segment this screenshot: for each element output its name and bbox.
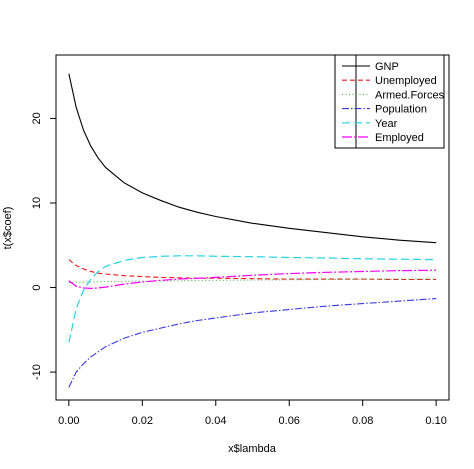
- x-tick-label: 0.04: [205, 415, 226, 427]
- legend-label: Year: [375, 118, 398, 130]
- series-line-gnp: [68, 73, 437, 244]
- series-line-unemployed: [68, 259, 437, 281]
- legend-box: [334, 54, 445, 149]
- legend-label: Armed.Forces: [375, 89, 445, 101]
- series-layer: [68, 73, 437, 388]
- series-line-year: [68, 255, 437, 343]
- series-line-armed-forces: [68, 278, 437, 284]
- y-axis: -10 0 10 20: [31, 112, 56, 380]
- x-axis-label: x$lambda: [228, 443, 277, 455]
- legend-label: Unemployed: [375, 75, 437, 87]
- legend-label: Population: [375, 104, 427, 116]
- x-tick-label: 0.08: [352, 415, 373, 427]
- legend: GNP Unemployed Armed.Forces Population Year E…: [334, 54, 445, 149]
- x-axis: 0.00 0.02 0.04 0.06 0.08 0.10: [58, 400, 447, 427]
- y-tick-label: 0: [31, 284, 43, 290]
- x-tick-label: 0.10: [425, 415, 446, 427]
- x-tick-label: 0.06: [279, 415, 300, 427]
- x-tick-label: 0.02: [132, 415, 153, 427]
- y-axis-label: t(x$coef): [2, 207, 14, 250]
- y-tick-label: -10: [31, 364, 43, 380]
- series-line-population: [68, 297, 437, 388]
- y-tick-label: 20: [31, 112, 43, 124]
- legend-label: GNP: [375, 61, 399, 73]
- y-tick-label: 10: [31, 197, 43, 209]
- legend-label: Employed: [375, 132, 424, 144]
- x-tick-label: 0.00: [58, 415, 79, 427]
- series-line-employed: [68, 269, 437, 289]
- plot-frame: [55, 54, 450, 401]
